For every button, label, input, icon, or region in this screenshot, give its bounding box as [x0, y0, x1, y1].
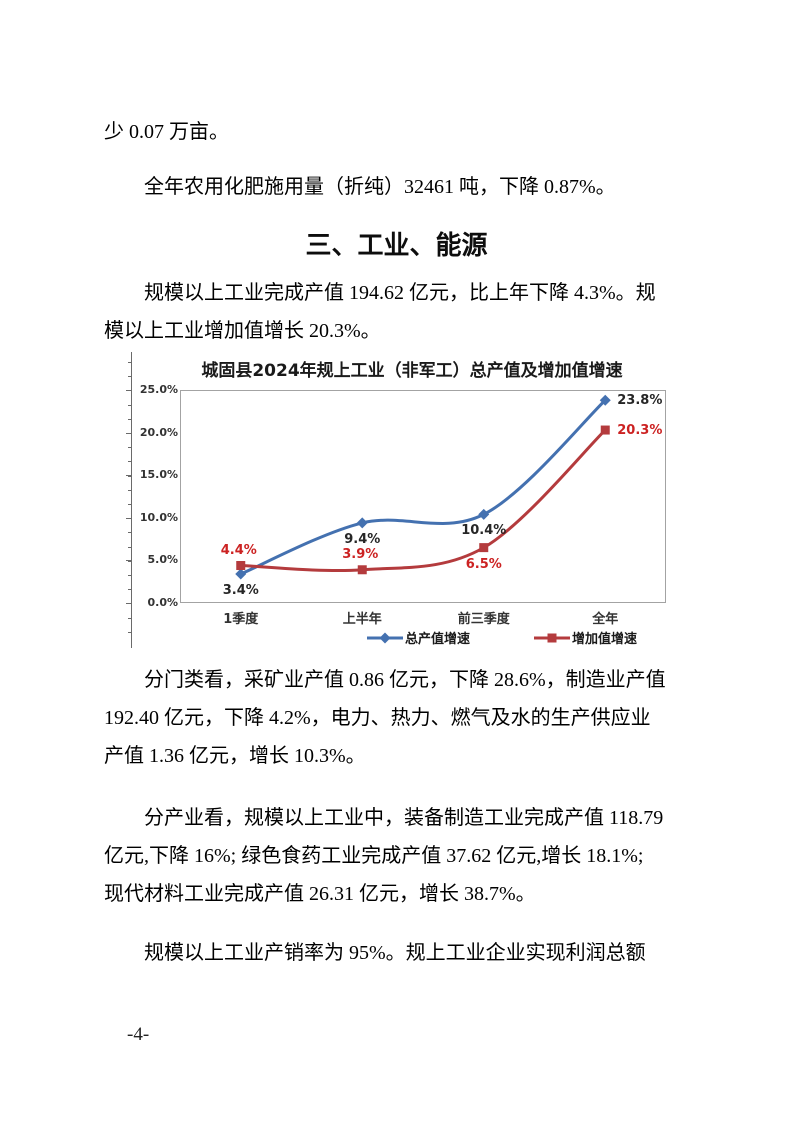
y-axis-minor-tick: [128, 376, 131, 377]
y-axis-minor-tick: [128, 504, 131, 505]
x-axis-category-label: 1季度: [223, 612, 259, 627]
legend-item-0: 总产值增速: [367, 628, 470, 647]
paragraph-line: 产值 1.36 亿元，增长 10.3%。: [104, 745, 366, 767]
paragraph-line: 现代材料工业完成产值 26.31 亿元，增长 38.7%。: [104, 883, 536, 905]
y-axis-minor-tick: [128, 547, 131, 548]
paragraph-line: 192.40 亿元，下降 4.2%，电力、热力、燃气及水的生产供应业: [104, 707, 651, 729]
paragraph-line: 亿元,下降 16%; 绿色食药工业完成产值 37.62 亿元,增长 18.1%;: [104, 845, 644, 867]
paragraph-line: 模以上工业增加值增长 20.3%。: [104, 320, 381, 342]
data-label: 4.4%: [220, 542, 257, 558]
diamond-marker: [478, 508, 490, 520]
data-label: 20.3%: [617, 423, 663, 439]
y-axis-minor-tick: [128, 405, 131, 406]
legend-marker-square: [534, 633, 571, 642]
y-axis-tick-label: 0.0%: [147, 596, 178, 609]
diamond-marker: [235, 568, 247, 580]
data-label: 9.4%: [344, 531, 381, 547]
data-label: 6.5%: [465, 556, 502, 572]
chart-lines: [235, 394, 611, 580]
y-axis-minor-tick: [128, 532, 131, 533]
y-axis-tick-label: 25.0%: [139, 383, 178, 396]
y-axis-tick-mark: [126, 475, 131, 477]
chart-title: 城固县2024年规上工业（非军工）总产值及增加值增速: [201, 361, 623, 381]
series-line-1: [239, 428, 607, 573]
series-line-0: [239, 398, 607, 576]
chart-left-axis-line: [131, 352, 132, 648]
paragraph-farmland: 少 0.07 万亩。: [104, 113, 689, 151]
paragraph-line: 分产业看，规模以上工业中，装备制造工业完成产值 118.79: [144, 807, 664, 829]
square-marker: [479, 543, 489, 553]
industry-chart: 城固县2024年规上工业（非军工）总产值及增加值增速 总产值增速 增加值增速 25…: [126, 352, 693, 648]
y-axis-minor-tick: [128, 618, 131, 619]
y-axis-minor-tick: [128, 561, 131, 562]
paragraph-line: 少 0.07 万亩。: [104, 121, 229, 143]
diamond-marker: [599, 394, 611, 406]
y-axis-tick-label: 15.0%: [139, 468, 178, 482]
y-axis-minor-tick: [128, 589, 131, 590]
legend-marker-diamond: [367, 632, 403, 643]
y-axis-minor-tick: [128, 518, 131, 519]
data-label: 3.4%: [222, 583, 259, 599]
chart-legend: 总产值增速 增加值增速: [367, 628, 637, 647]
square-marker: [600, 425, 610, 435]
paragraph-line: 分门类看，采矿业产值 0.86 亿元，下降 28.6%，制造业产值: [144, 669, 666, 691]
y-axis-tick-label: 10.0%: [139, 510, 178, 524]
y-axis-minor-tick: [128, 603, 131, 604]
paragraph-line: 规模以上工业产销率为 95%。规上工业企业实现利润总额: [144, 942, 646, 964]
diamond-marker: [356, 517, 368, 529]
legend-label: 总产值增速: [405, 632, 471, 647]
page-number: -4-: [127, 1024, 150, 1045]
paragraph-by-sector: 分产业看，规模以上工业中，装备制造工业完成产值 118.79 亿元,下降 16%…: [104, 799, 689, 913]
data-label: 3.9%: [342, 546, 379, 562]
x-axis-category-label: 前三季度: [457, 612, 510, 627]
paragraph-line: 规模以上工业完成产值 194.62 亿元，比上年下降 4.3%。规: [144, 282, 656, 304]
paragraph-by-category: 分门类看，采矿业产值 0.86 亿元，下降 28.6%，制造业产值 192.40…: [104, 661, 689, 775]
data-label: 23.8%: [617, 393, 663, 409]
paragraph-fertilizer: 全年农用化肥施用量（折纯）32461 吨，下降 0.87%。: [104, 168, 689, 206]
y-axis-minor-tick: [128, 476, 131, 477]
square-marker: [236, 561, 246, 571]
y-axis-minor-tick: [128, 419, 131, 420]
y-axis-tick-label: 20.0%: [139, 425, 178, 439]
y-axis-tick-label: 5.0%: [147, 553, 178, 567]
x-axis-category-label: 上半年: [342, 612, 382, 627]
legend-item-1: 增加值增速: [534, 628, 637, 647]
legend-label: 增加值增速: [572, 632, 638, 647]
x-axis-category-label: 全年: [592, 612, 619, 627]
y-axis-minor-tick: [128, 433, 131, 434]
y-axis-tick-mark: [126, 560, 131, 562]
y-axis-minor-tick: [128, 461, 131, 462]
paragraph-sales-ratio: 规模以上工业产销率为 95%。规上工业企业实现利润总额: [104, 934, 689, 972]
paragraph-line: 全年农用化肥施用量（折纯）32461 吨，下降 0.87%。: [144, 176, 616, 198]
y-axis-minor-tick: [128, 632, 131, 633]
y-axis-minor-tick: [128, 390, 131, 391]
y-axis-minor-tick: [128, 490, 131, 491]
section-heading: 三、工业、能源: [305, 230, 488, 260]
y-axis-minor-tick: [128, 447, 131, 448]
data-label: 10.4%: [461, 523, 507, 539]
square-marker: [357, 565, 367, 575]
y-axis-minor-tick: [128, 362, 131, 363]
y-axis-minor-tick: [128, 575, 131, 576]
paragraph-industry-output: 规模以上工业完成产值 194.62 亿元，比上年下降 4.3%。规 模以上工业增…: [104, 274, 689, 350]
